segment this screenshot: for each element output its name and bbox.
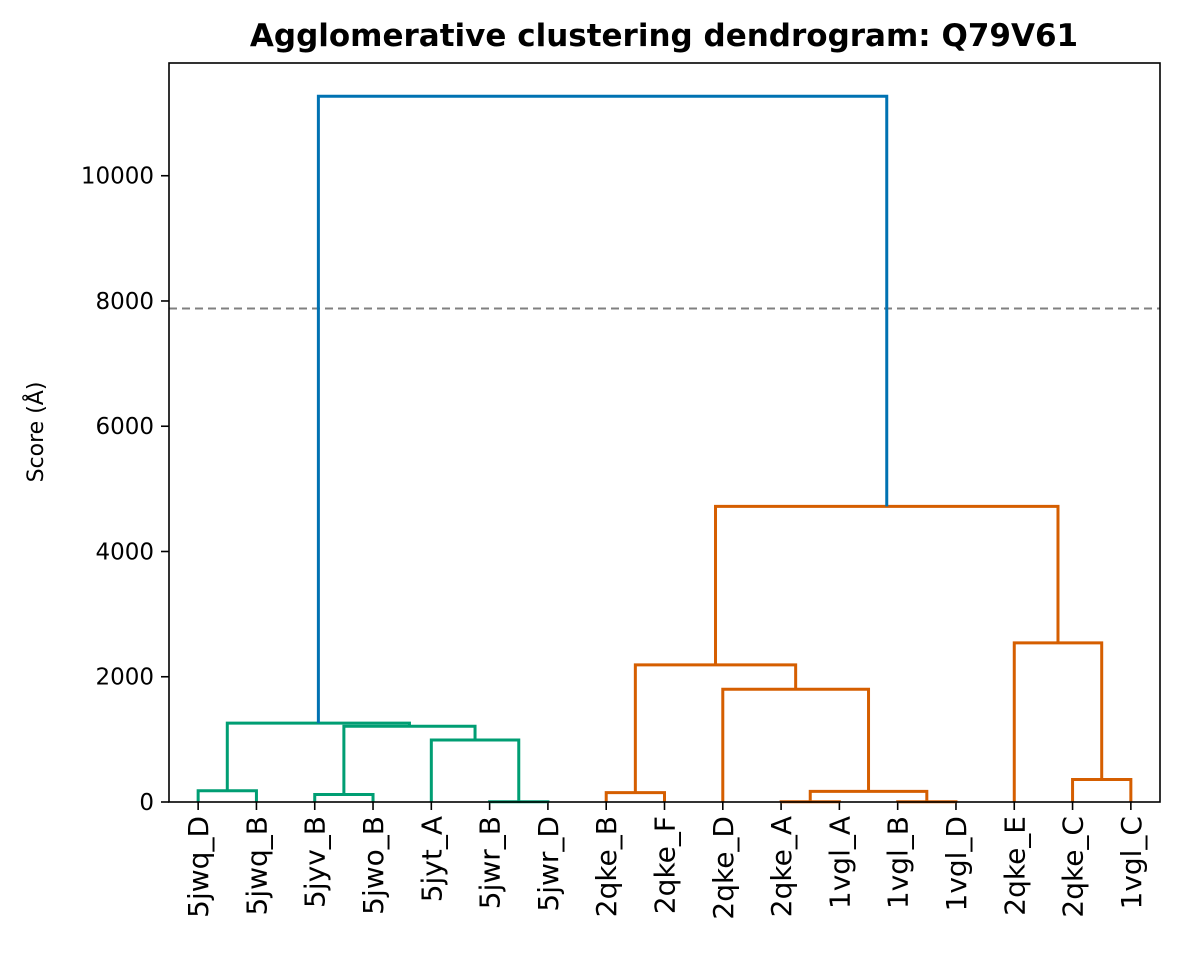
leaf-label: 1vgl_D	[940, 816, 973, 912]
leaf-label: 1vgl_A	[823, 816, 856, 909]
y-tick-label: 10000	[81, 164, 154, 190]
leaf-label: 5jwr_B	[474, 816, 507, 909]
dendrogram-links	[196, 94, 1133, 804]
leaf-label: 5jwq_D	[182, 816, 215, 918]
dendrogram-link	[714, 504, 1060, 665]
y-tick-label: 4000	[95, 539, 154, 565]
leaf-label: 5jyt_A	[415, 816, 448, 902]
leaf-label: 2qke_C	[1057, 816, 1090, 918]
dendrogram-link	[1071, 777, 1133, 802]
leaf-label: 5jwr_D	[532, 816, 565, 912]
plot-frame	[168, 62, 1161, 803]
dendrogram-link	[316, 94, 889, 724]
y-tick-label: 0	[139, 790, 154, 816]
dendrogram-link	[808, 789, 929, 802]
leaf-label: 5jyv_B	[299, 816, 332, 908]
dendrogram-link	[604, 791, 666, 802]
leaf-label: 2qke_F	[649, 816, 682, 914]
y-axis-label: Score (Å)	[22, 382, 49, 483]
chart-title: Agglomerative clustering dendrogram: Q79…	[250, 18, 1078, 54]
dendrogram-link	[633, 663, 798, 793]
y-tick-label: 2000	[95, 665, 154, 691]
y-axis: 0 2000 4000 6000 8000 10000	[81, 164, 169, 816]
leaf-label: 2qke_D	[707, 816, 740, 920]
y-tick-label: 6000	[95, 414, 154, 440]
leaf-label: 5jwq_B	[240, 816, 273, 915]
dendrogram-link	[429, 738, 521, 802]
y-tick-label: 8000	[95, 289, 154, 315]
dendrogram-link	[313, 792, 375, 802]
leaf-label: 5jwo_B	[357, 816, 390, 915]
leaf-label: 1vgl_B	[882, 816, 915, 909]
leaf-label: 2qke_A	[765, 816, 798, 917]
dendrogram-link	[342, 724, 477, 795]
leaf-label: 2qke_B	[590, 816, 623, 917]
leaf-label: 2qke_E	[998, 816, 1031, 916]
leaf-label: 1vgl_C	[1115, 816, 1148, 910]
dendrogram-link	[225, 721, 411, 791]
x-axis: 5jwq_D 5jwq_B 5jyv_B 5jwo_B 5jyt_A 5jwr_B 5jwr…	[182, 802, 1148, 920]
dendrogram-link	[721, 687, 871, 802]
dendrogram-link	[196, 789, 258, 802]
